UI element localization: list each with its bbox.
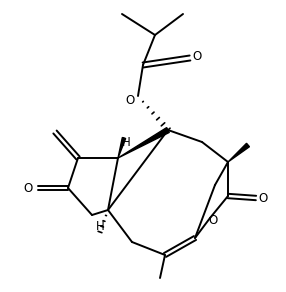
Polygon shape — [118, 138, 126, 158]
Text: O: O — [258, 192, 268, 204]
Polygon shape — [228, 143, 249, 162]
Text: O: O — [192, 51, 202, 63]
Text: O: O — [125, 93, 135, 107]
Text: H: H — [122, 136, 130, 150]
Text: H: H — [96, 220, 104, 234]
Text: O: O — [208, 213, 218, 227]
Text: O: O — [23, 182, 33, 194]
Polygon shape — [118, 128, 169, 158]
